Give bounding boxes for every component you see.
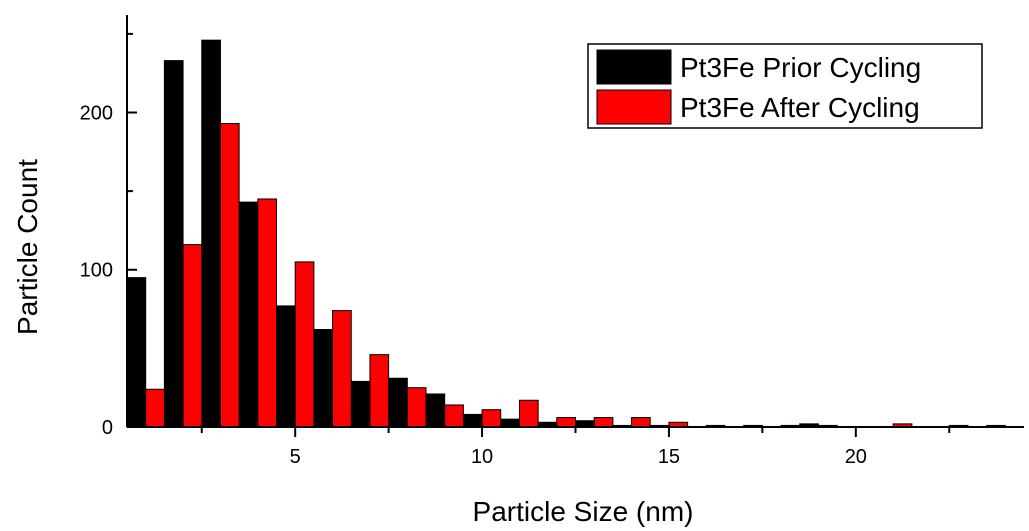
bar-prior-10 xyxy=(462,413,483,428)
bar-after-11 xyxy=(518,399,539,428)
bar-prior-9 xyxy=(425,393,446,428)
bar-after-4 xyxy=(257,198,277,428)
bar-prior-2 xyxy=(163,60,184,428)
bar-prior-3 xyxy=(201,39,221,428)
y-axis-title: Particle Count xyxy=(12,159,43,335)
bar-after-2 xyxy=(182,244,203,428)
y-tick-label: 200 xyxy=(80,102,113,124)
bar-prior-1 xyxy=(126,277,147,428)
bar-prior-8 xyxy=(388,377,408,428)
legend-label-prior: Pt3Fe Prior Cycling xyxy=(680,52,921,83)
bars-group xyxy=(126,39,1006,428)
x-tick-label: 15 xyxy=(658,446,680,468)
x-tick-label: 10 xyxy=(471,446,493,468)
bar-after-13 xyxy=(593,417,614,428)
bar-prior-11 xyxy=(500,418,520,428)
x-tick-label: 20 xyxy=(845,446,867,468)
bar-after-1 xyxy=(145,388,165,428)
bar-prior-6 xyxy=(313,329,334,428)
bar-prior-4 xyxy=(238,201,259,428)
legend-swatch-after xyxy=(596,89,672,125)
bar-after-6 xyxy=(332,310,352,428)
bar-after-10 xyxy=(481,409,502,428)
bar-after-9 xyxy=(444,404,464,428)
bar-after-5 xyxy=(294,261,315,428)
bar-after-7 xyxy=(369,354,390,428)
legend-label-after: Pt3Fe After Cycling xyxy=(680,92,920,123)
y-tick-label: 100 xyxy=(80,260,113,282)
bar-after-14 xyxy=(631,417,651,428)
bar-after-8 xyxy=(406,387,427,428)
x-axis-title: Particle Size (nm) xyxy=(473,496,694,527)
bar-prior-5 xyxy=(276,305,296,428)
bar-after-3 xyxy=(219,123,240,428)
legend-swatch-prior xyxy=(596,49,672,85)
axes-group: 0 100 200 5 10 15 20 xyxy=(80,15,1024,468)
bar-prior-7 xyxy=(350,380,371,428)
bar-after-12 xyxy=(556,417,576,428)
x-tick-label: 5 xyxy=(290,446,301,468)
legend: Pt3Fe Prior Cycling Pt3Fe After Cycling xyxy=(587,43,983,129)
y-tick-label: 0 xyxy=(102,417,113,439)
